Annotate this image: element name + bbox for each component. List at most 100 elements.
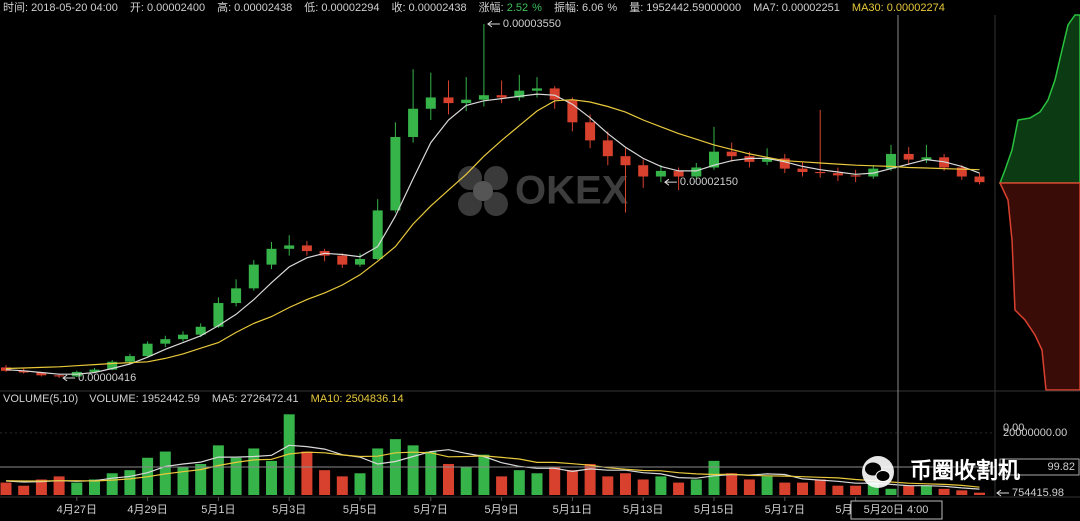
volume-ma-line [5,451,980,488]
header-value: 0.00002294 [321,2,379,14]
candle-body [195,326,206,335]
candle-body [301,245,312,252]
candle-body [160,339,171,344]
header-value: 2504836.14 [345,393,403,405]
candle-body [514,90,525,98]
volume-bar [283,414,295,495]
header-label: MA30: [852,2,884,14]
candle-body [585,122,596,141]
header-label: VOLUME: [89,393,139,405]
candle-body [461,99,472,104]
candle-body [89,369,100,372]
candle-body [886,153,896,169]
header-value: 0.00002251 [782,2,840,14]
header-value: 2018-05-20 04:00 [31,2,118,14]
header-value: 0.00002400 [147,2,205,14]
candle-body [532,88,542,91]
last-volume-label: 754415.98 [1012,487,1064,499]
crosshair-volume-box [999,458,1080,476]
volume-bar [195,463,207,495]
x-tick-label: 5月3日 [272,504,306,516]
volume-bar [159,451,171,495]
x-tick-label: 5月7日 [414,504,448,516]
volume-bar [443,463,454,495]
x-tick-label: 5月17日 [765,504,805,516]
candle-body [142,343,153,357]
volume-bar [779,482,791,495]
header-value: 2.52 [507,2,528,14]
candle-body [762,158,773,162]
candle-body [1,367,11,371]
candle-body [425,97,436,109]
candle-body [956,167,967,177]
candle-body [284,245,295,249]
header-unit: % [607,2,617,14]
x-tick-label: 5月13日 [623,504,663,516]
volume-bar [336,476,348,495]
candle-body [567,99,578,123]
header-label: MA10: [311,393,343,405]
volume-bar [460,467,472,495]
volume-bar [18,485,30,495]
candle-body [390,136,401,211]
volume-bar [850,485,862,495]
candle-body [850,175,861,177]
volume-bar [354,473,366,495]
candle-body [36,372,47,376]
candle-body [213,303,224,327]
header-label: 收: [391,0,405,14]
header-label: 低: [304,1,318,14]
x-tick-label: 5月9日 [484,504,518,516]
depth-asks [998,182,1080,391]
watermark-text: OKEX [515,169,629,213]
volume-bar [832,485,844,495]
annotation-arrow [664,178,677,186]
candle-body [744,156,755,162]
x-tick-label: 5月1日 [201,504,235,516]
candle-body [266,248,277,265]
candle-body [549,88,560,100]
volume-bar [124,470,136,495]
volume-bar [35,479,47,495]
volume-bar [177,467,189,495]
ma-line [5,93,980,375]
volume-bar [637,479,649,495]
candle-body [815,172,826,174]
volume-bar [496,476,508,495]
volume-bar [513,470,525,495]
watermark-logo [458,166,508,216]
header-label: 涨幅: [479,1,504,14]
candle-body [974,176,985,183]
volume-bar [425,451,437,495]
candle-body [921,157,932,160]
volume-bar [602,476,614,495]
header-label: 量: [629,1,643,14]
volume-bar [566,470,578,495]
x-tick-label: 5月15日 [694,504,734,516]
overlay-icon [862,456,894,488]
annotation-arrow [487,20,500,28]
depth-bids [998,14,1080,184]
header-value: 0.00002438 [409,2,467,14]
header-value: 2726472.41 [241,393,299,405]
candle-body [231,288,242,304]
header-value: 0.00002438 [234,2,292,14]
volume-bar [372,448,384,495]
volume-bar [301,451,313,495]
volume-bar [726,473,738,495]
crosshair-volume-label: 99.82 [1047,461,1075,473]
volume-bar [106,473,118,495]
header-value: 6.06 [582,2,603,14]
header-label: VOLUME(5,10) [3,393,78,405]
x-tick-label: 5月5日 [343,504,377,516]
y-tick-label: 20000000.00 [1003,427,1067,439]
candle-body [673,170,684,177]
annotation-arrow [62,374,76,382]
volume-bar [867,482,879,495]
candle-body [124,356,135,362]
volume-bar [673,482,685,495]
volume-bar [761,476,773,495]
